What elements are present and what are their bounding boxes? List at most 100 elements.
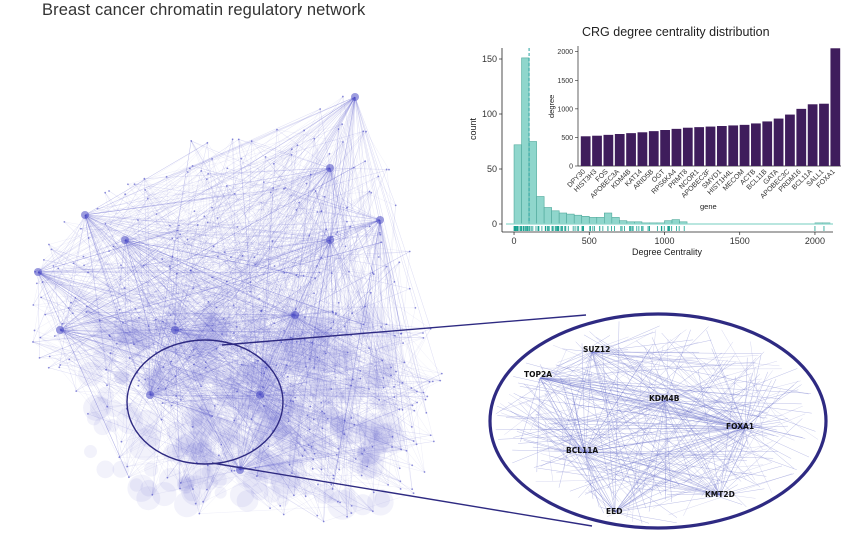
network-edge: [87, 272, 157, 353]
network-edge: [346, 219, 381, 517]
network-node: [123, 287, 126, 289]
network-edge: [83, 256, 296, 316]
inset-bar: [705, 126, 716, 166]
network-edge: [239, 272, 373, 471]
network-edge: [294, 272, 320, 316]
network-density: [189, 417, 214, 441]
network-edge: [144, 189, 352, 514]
network-edge: [59, 329, 370, 390]
network-density: [230, 335, 251, 356]
network-edge: [226, 219, 381, 282]
network-edge: [383, 378, 402, 450]
network-edge: [379, 219, 382, 328]
network-edge: [33, 304, 213, 417]
network-node: [236, 390, 239, 393]
network-edge: [256, 272, 320, 477]
network-edge: [177, 230, 238, 392]
network-edge: [337, 219, 381, 502]
network-edge: [346, 334, 363, 454]
network-edge: [149, 139, 233, 396]
network-edge: [163, 366, 415, 411]
network-edge: [124, 239, 218, 257]
network-edge: [289, 96, 344, 465]
network-edge: [241, 211, 322, 365]
network-edge: [329, 167, 402, 450]
network-edge: [40, 323, 63, 338]
network-edge: [165, 321, 334, 390]
network-edge: [259, 367, 267, 396]
network-node: [349, 225, 352, 228]
network-edge: [68, 239, 126, 309]
network-edge: [85, 192, 271, 218]
network-edge: [202, 257, 322, 502]
network-edge: [174, 329, 323, 429]
network-edge: [59, 329, 334, 479]
network-edge: [106, 369, 434, 442]
network-edge: [312, 96, 356, 343]
network-edge: [332, 219, 381, 490]
network-edge: [86, 306, 332, 485]
network-density: [375, 326, 401, 352]
network-edge: [144, 178, 347, 335]
network-density: [159, 467, 183, 492]
network-edge: [179, 234, 314, 420]
network-density: [82, 308, 104, 330]
network-edge: [124, 239, 418, 392]
network-edge: [84, 214, 297, 276]
network-edge: [37, 271, 291, 402]
network-edge: [265, 367, 353, 380]
network-density: [363, 358, 395, 390]
histogram-x-tick-label: 0: [512, 236, 517, 246]
network-edge: [70, 219, 381, 303]
network-edge: [37, 271, 110, 336]
network-edge: [54, 211, 322, 337]
network-node: [147, 325, 150, 327]
network-edge: [309, 429, 313, 469]
network-density: [340, 487, 356, 504]
network-density: [284, 399, 306, 422]
network-node: [249, 281, 252, 284]
network-node: [168, 265, 171, 268]
network-edge: [149, 190, 316, 396]
network-edge: [190, 270, 296, 316]
network-density: [127, 474, 155, 502]
network-edge: [196, 305, 234, 463]
network-edge: [147, 198, 256, 469]
network-edge: [105, 192, 261, 396]
network-edge: [332, 192, 372, 313]
network-edge: [162, 271, 349, 404]
network-node: [361, 452, 364, 455]
network-edge: [137, 219, 259, 361]
network-edge: [84, 214, 314, 460]
network-node: [292, 400, 295, 403]
network-edge: [59, 329, 305, 340]
network-edge: [237, 219, 381, 228]
network-density: [212, 416, 242, 446]
network-edge: [304, 130, 382, 243]
network-density: [246, 358, 278, 389]
network-edge: [221, 188, 285, 445]
network-density: [369, 367, 391, 389]
network-edge: [190, 187, 274, 271]
network-edge: [138, 188, 285, 381]
network-edge: [54, 335, 277, 366]
histogram-y-tick-label: 100: [482, 109, 497, 119]
network-density: [189, 363, 208, 382]
network-edge: [190, 196, 325, 271]
network-edge: [329, 239, 340, 470]
network-density: [263, 409, 286, 433]
network-edge: [329, 167, 348, 517]
network-edge: [265, 306, 366, 363]
network-edge: [109, 335, 400, 469]
network-edge: [135, 219, 381, 309]
network-edge: [88, 183, 307, 273]
network-edge: [211, 207, 264, 388]
network-edge: [207, 222, 345, 421]
network-node: [233, 193, 236, 195]
network-edge: [308, 444, 407, 451]
network-edge: [257, 167, 331, 361]
network-edge: [272, 430, 306, 497]
network-edge: [174, 329, 361, 372]
network-density: [308, 343, 339, 374]
network-density: [171, 442, 189, 459]
